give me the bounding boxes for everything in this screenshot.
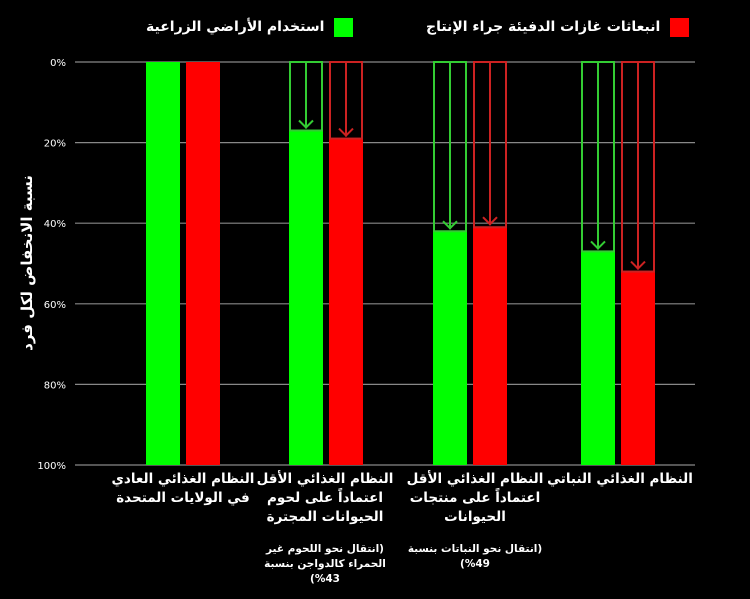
category-label-0: النظام الغذائي العادي في الولايات المتحد… [111,471,255,506]
y-tick-label: 60% [44,300,66,311]
bar-ghg [473,227,507,465]
bar-land [146,62,180,465]
reduction-arrow-head [298,119,314,129]
bar-ghg [329,138,363,465]
bar-ghg [186,62,220,465]
category-label-2: النظام الغذائي الأقل اعتماداً على منتجات… [406,471,544,525]
legend-swatch-land [334,17,354,37]
legend-label-ghg: انبعاثات غازات الدفيئة جراء الإنتاج [426,19,661,35]
bar-land [581,251,615,465]
category-label-1: النظام الغذائي الأقل اعتماداً على لحوم ا… [256,471,394,525]
category-note-1: (انتقال نحو اللحوم غير الحمراء كالدواجن … [264,543,386,585]
y-tick-label: 0% [50,58,66,69]
reduction-arrow-head [338,127,354,137]
reduction-arrow-head [630,260,646,270]
legend-ghg: انبعاثات غازات الدفيئة جراء الإنتاج [426,14,690,40]
y-tick-label: 40% [44,219,66,230]
legend-label-land: استخدام الأراضي الزراعية [146,19,325,35]
bar-ghg [621,271,655,465]
reduction-arrow-head [442,220,458,230]
y-axis-label: نسبة الانخفاض لكل فرد [18,175,36,351]
y-tick-label: 100% [37,461,66,472]
legend-swatch-ghg [670,17,690,37]
category-note-2: (انتقال نحو النباتات بنسبة 49%) [407,543,543,570]
legend-land: استخدام الأراضي الزراعية [146,14,354,40]
category-label-3: النظام الغذائي النباتي [547,471,693,487]
reduction-arrow-head [590,240,606,250]
bar-land [289,130,323,465]
bar-land [433,231,467,465]
y-tick-label: 20% [44,139,66,150]
y-tick-label: 80% [44,380,66,391]
reduction-arrow-head [482,216,498,226]
